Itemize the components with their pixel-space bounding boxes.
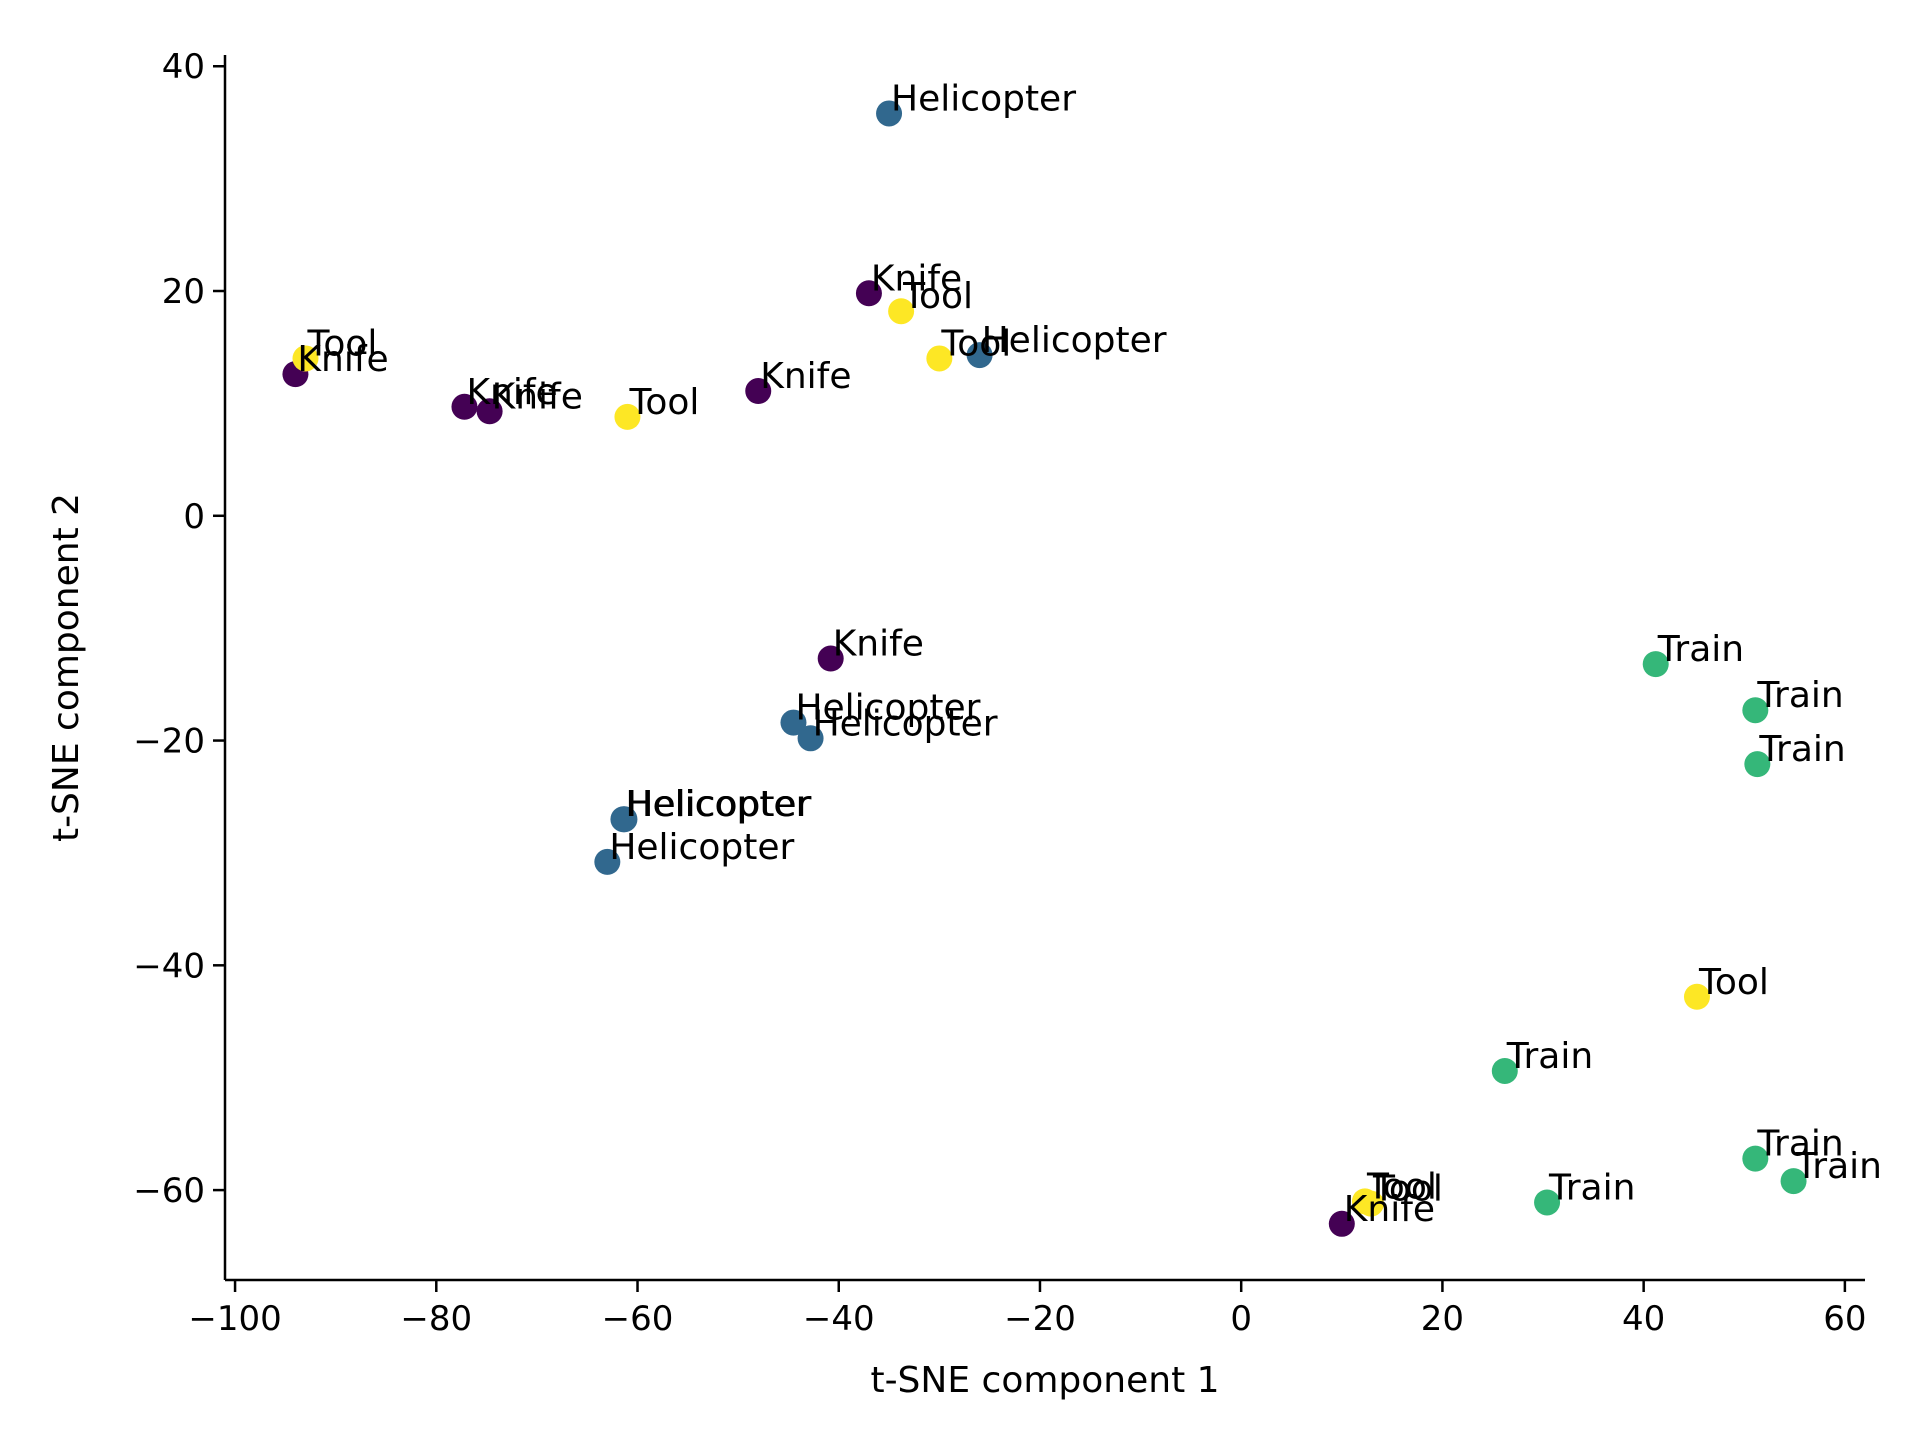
x-tick-label: 0: [1230, 1299, 1252, 1339]
y-tick-label: −20: [133, 722, 205, 762]
scatter-point-knife: [476, 398, 503, 425]
scatter-point-knife: [817, 645, 844, 672]
y-axis-ticks: −60 −40 −20 0 20 40: [133, 47, 225, 1211]
x-tick-label: −40: [803, 1299, 875, 1339]
scatter-point-helicopter: [876, 100, 903, 127]
point-label-knife: Knife: [833, 624, 924, 665]
scatter-point-helicopter: [594, 848, 621, 875]
point-label-helicopter: Helicopter: [813, 703, 998, 744]
point-label-knife: Knife: [466, 372, 557, 413]
point-label-tool: Tool: [306, 323, 377, 364]
scatter-point-tool: [1357, 1190, 1384, 1217]
scatter-point-knife: [451, 393, 478, 420]
x-tick-label: −60: [602, 1299, 674, 1339]
scatter-point-train: [1642, 651, 1669, 678]
point-label-train: Train: [1756, 1124, 1843, 1165]
scatter-point-tool: [292, 345, 319, 372]
scatter-point-train: [1491, 1057, 1518, 1084]
y-tick-label: 20: [162, 272, 205, 312]
y-axis-label: t-SNE component 2: [46, 493, 87, 842]
plot-area: HelicopterKnifeToolToolHelicopterKnifeTo…: [282, 78, 1882, 1237]
y-tick-label: −40: [133, 946, 205, 986]
point-label-train: Train: [1657, 629, 1744, 670]
y-tick-label: −60: [133, 1171, 205, 1211]
point-label-knife: Knife: [1344, 1189, 1435, 1230]
point-label-tool: Tool: [1372, 1169, 1443, 1210]
point-label-train: Train: [1548, 1167, 1635, 1208]
scatter-point-helicopter: [797, 725, 824, 752]
point-label-tool: Tool: [1698, 962, 1769, 1003]
point-label-helicopter: Helicopter: [891, 78, 1076, 119]
scatter-point-knife: [855, 280, 882, 307]
scatter-point-train: [1534, 1189, 1561, 1216]
scatter-point-helicopter: [610, 806, 637, 833]
point-label-helicopter: Helicopter: [625, 784, 810, 825]
x-tick-label: −20: [1004, 1299, 1076, 1339]
point-label-train: Train: [1795, 1146, 1882, 1187]
point-label-knife: Knife: [297, 339, 388, 380]
point-label-knife: Knife: [492, 376, 583, 417]
x-axis-ticks: −100 −80 −60 −40 −20 0 20 40 60: [188, 1280, 1867, 1339]
x-tick-label: −100: [188, 1299, 281, 1339]
x-axis-label: t-SNE component 1: [870, 1360, 1219, 1401]
point-label-helicopter: Helicopter: [626, 784, 811, 825]
point-label-knife: Knife: [871, 258, 962, 299]
x-tick-label: 60: [1823, 1299, 1866, 1339]
x-tick-label: −80: [400, 1299, 472, 1339]
scatter-point-helicopter: [780, 709, 807, 736]
point-label-tool: Tool: [1366, 1166, 1437, 1207]
scatter-point-helicopter: [966, 342, 993, 369]
scatter-point-knife: [745, 378, 772, 405]
point-label-tool: Tool: [940, 323, 1011, 364]
point-label-knife: Knife: [760, 356, 851, 397]
point-label-helicopter: Helicopter: [795, 688, 980, 729]
point-label-train: Train: [1756, 675, 1843, 716]
point-label-helicopter: Helicopter: [609, 827, 794, 868]
y-tick-label: 0: [183, 497, 205, 537]
x-tick-label: 20: [1421, 1299, 1464, 1339]
scatter-point-tool: [888, 298, 915, 325]
scatter-point-tool: [926, 345, 953, 372]
scatter-point-knife: [1328, 1210, 1355, 1237]
point-label-train: Train: [1758, 729, 1845, 770]
scatter-point-tool: [614, 403, 641, 430]
point-label-train: Train: [1506, 1036, 1593, 1077]
scatter-point-train: [1742, 1145, 1769, 1172]
scatter-point-train: [1744, 751, 1771, 778]
y-tick-label: 40: [162, 47, 205, 87]
point-label-tool: Tool: [902, 276, 973, 317]
point-label-helicopter: Helicopter: [982, 320, 1167, 361]
point-label-tool: Tool: [628, 382, 699, 423]
scatter-point-train: [1742, 697, 1769, 724]
scatter-point-train: [1780, 1168, 1807, 1195]
scatter-point-tool: [1683, 983, 1710, 1010]
x-tick-label: 40: [1622, 1299, 1665, 1339]
